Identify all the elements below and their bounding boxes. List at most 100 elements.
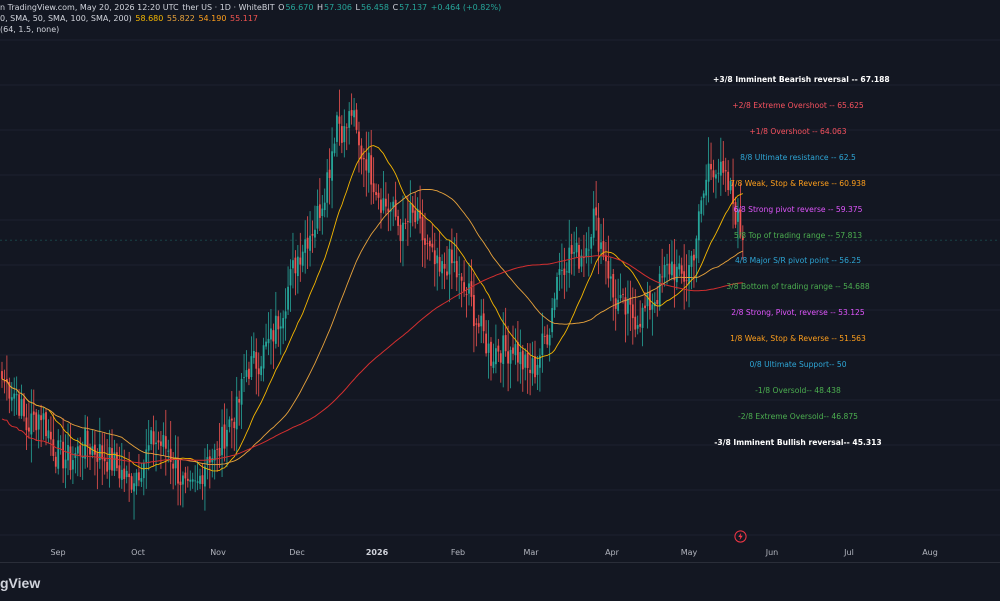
candle <box>646 281 649 329</box>
time-axis-label: Feb <box>450 548 466 557</box>
candle <box>54 451 57 474</box>
time-axis-label: Apr <box>605 548 619 557</box>
candle <box>497 338 500 362</box>
murrey-level-3: 8/8 Ultimate resistance -- 62.5 <box>713 153 883 162</box>
candle <box>641 303 644 347</box>
murrey-level-label: 3/8 Bottom of trading range -- <box>726 282 841 291</box>
candle <box>191 472 194 489</box>
candle <box>477 314 480 334</box>
candle <box>233 417 236 451</box>
candle <box>658 266 661 311</box>
candle <box>472 273 475 353</box>
candle <box>345 123 348 151</box>
candle <box>45 408 47 446</box>
candle <box>277 310 280 347</box>
murrey-level-12: -1/8 Oversold-- 48.438 <box>713 386 883 395</box>
candle <box>123 449 126 492</box>
candle <box>174 435 177 486</box>
candle <box>485 320 488 357</box>
candle <box>543 326 546 345</box>
candle <box>482 298 485 344</box>
candle <box>504 307 507 357</box>
candle <box>321 195 324 235</box>
candle <box>627 280 629 336</box>
header-line-2[interactable]: 0, SMA, 50, SMA, 100, SMA, 200) 58.680 5… <box>0 14 259 24</box>
candle <box>565 262 568 292</box>
murrey-level-value: 48.438 <box>811 386 841 395</box>
murrey-level-value: 50 <box>834 360 847 369</box>
candle <box>201 464 204 500</box>
candle <box>160 431 162 469</box>
candle <box>668 244 671 281</box>
candle <box>490 337 492 381</box>
candle <box>587 226 590 277</box>
tradingview-logo[interactable]: gView <box>0 575 41 591</box>
candle <box>671 240 673 281</box>
candle <box>365 131 368 197</box>
indicator-value-3: 54.190 <box>198 14 227 23</box>
murrey-level-label: 2/8 Strong, Pivot, reverse -- <box>731 308 836 317</box>
candle <box>96 448 99 490</box>
candle <box>343 109 346 158</box>
candle <box>446 246 448 280</box>
murrey-level-value: 56.25 <box>836 256 862 265</box>
time-axis[interactable]: Sep Oct Nov Dec 2026 Feb Mar Apr May Jun Jul Aug <box>0 544 1000 562</box>
candle <box>639 300 642 333</box>
candle <box>431 224 434 253</box>
candle <box>52 412 55 462</box>
chart-area[interactable]: n TradingView.com, May 20, 2026 12:20 UT… <box>0 0 1000 562</box>
candle <box>306 216 309 270</box>
candle <box>465 286 468 318</box>
candle <box>499 350 502 383</box>
candle <box>551 297 554 338</box>
candle <box>519 329 522 384</box>
candle <box>715 169 717 199</box>
candle <box>69 423 72 480</box>
candle <box>526 343 529 394</box>
symbol-label[interactable]: ther US · 1D · WhiteBIT <box>182 3 275 12</box>
candle <box>118 446 121 488</box>
price-chart[interactable] <box>0 0 1000 562</box>
candle <box>177 436 179 506</box>
candle <box>252 332 255 364</box>
candle <box>570 233 573 275</box>
candle <box>287 266 289 316</box>
candle <box>328 148 331 205</box>
indicator-value-4: 55.117 <box>230 14 258 23</box>
candle <box>404 218 407 230</box>
candle <box>189 470 192 491</box>
header-line-3[interactable]: (64, 1.5, none) <box>0 25 60 35</box>
candle <box>661 248 664 293</box>
time-axis-label: May <box>680 548 698 557</box>
flash-icon[interactable] <box>734 530 747 543</box>
candle <box>37 410 40 449</box>
candle <box>382 170 385 214</box>
sma-200-line <box>1 255 743 464</box>
candle <box>475 318 478 347</box>
murrey-level-value: 54.688 <box>840 282 870 291</box>
close-value: 57.137 <box>399 3 428 12</box>
candle <box>514 328 517 365</box>
candle <box>235 376 238 456</box>
murrey-level-value: 45.313 <box>849 438 882 447</box>
chart-source-label: n TradingView.com, May 20, 2026 12:20 UT… <box>0 3 179 12</box>
indicator-value-2: 55.822 <box>166 14 195 23</box>
high-value: 57.306 <box>324 3 352 12</box>
candle <box>245 350 248 383</box>
open-value: 56.670 <box>285 3 314 12</box>
candle <box>553 292 556 318</box>
candle <box>299 232 302 282</box>
candle <box>546 324 549 348</box>
candle <box>311 220 314 253</box>
candle <box>573 231 576 276</box>
murrey-level-label: 8/8 Ultimate resistance -- <box>740 153 837 162</box>
candle <box>336 111 338 157</box>
candle <box>666 253 668 285</box>
candle <box>580 249 583 273</box>
candle <box>323 188 326 218</box>
candle <box>529 343 532 396</box>
candle <box>79 437 82 477</box>
low-label: L <box>355 3 361 12</box>
candle <box>717 158 720 183</box>
time-axis-label: Jul <box>844 548 854 557</box>
